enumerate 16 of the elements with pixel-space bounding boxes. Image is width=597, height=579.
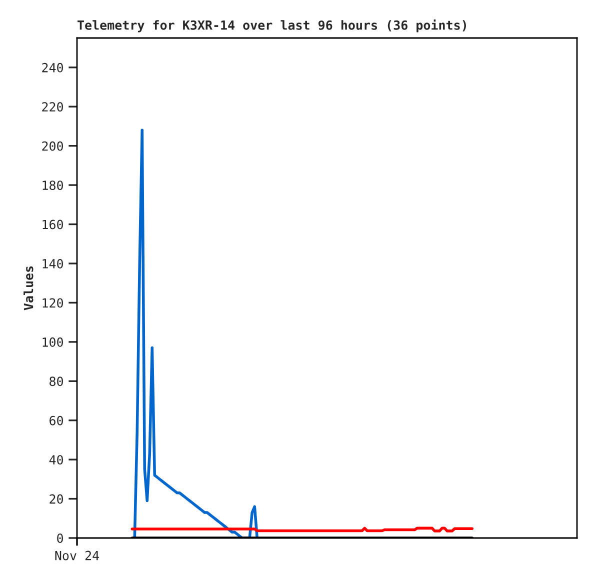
y-tick-label: 120 <box>42 298 63 308</box>
y-tick-label: 160 <box>42 220 63 230</box>
y-tick-label: 140 <box>42 258 63 268</box>
y-axis-title: Values <box>24 266 34 310</box>
y-tick-label: 180 <box>42 180 63 190</box>
y-tick-label: 220 <box>42 102 63 112</box>
y-tick-label: 40 <box>49 455 63 465</box>
y-tick-label: 200 <box>42 141 63 151</box>
y-tick-label: 20 <box>50 494 63 504</box>
y-tick-label: 100 <box>42 337 63 347</box>
chart-title: Telemetry for K3XR-14 over last 96 hours (36 points) <box>78 20 466 32</box>
text: Nov 24 <box>55 550 99 560</box>
y-tick-label: 80 <box>50 376 63 386</box>
y-tick-label: 0 <box>57 534 63 543</box>
y-tick-label: 240 <box>42 62 63 72</box>
y-tick-label: 60 <box>50 416 63 426</box>
